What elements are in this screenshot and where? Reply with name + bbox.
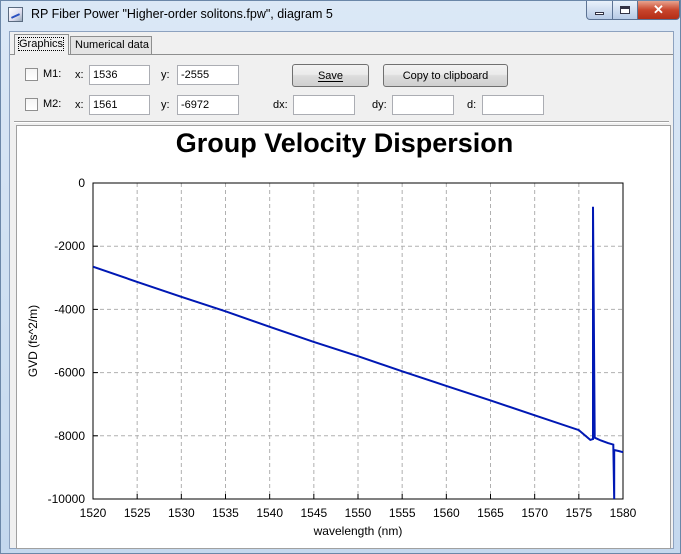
maximize-icon	[620, 6, 630, 14]
x-tick-label: 1555	[389, 506, 416, 520]
m2-y-label: y:	[161, 99, 170, 111]
x-tick-label: 1570	[521, 506, 548, 520]
m2-x-field[interactable]	[89, 95, 150, 115]
dx-label: dx:	[273, 99, 288, 111]
client-area: Graphics Numerical data M1: x: y: Save C…	[9, 31, 674, 549]
y-tick-label: 0	[78, 176, 85, 190]
copy-button-label: Copy to clipboard	[402, 69, 489, 82]
x-tick-label: 1545	[300, 506, 327, 520]
tab-graphics[interactable]: Graphics	[14, 34, 69, 55]
save-button[interactable]: Save	[292, 64, 369, 87]
x-tick-label: 1575	[565, 506, 592, 520]
d-label: d:	[467, 99, 477, 111]
dy-field[interactable]	[392, 95, 454, 115]
x-tick-label: 1550	[345, 506, 372, 520]
x-axis-label: wavelength (nm)	[313, 524, 403, 538]
gvd-chart: 1520 1525 1530 1535 1540 1545 1550 1555 1560 1565…	[26, 176, 637, 538]
x-tick-label: 1525	[124, 506, 151, 520]
y-tick-label: -6000	[54, 366, 85, 380]
x-tick-label: 1565	[477, 506, 504, 520]
m2-checkbox[interactable]	[25, 98, 38, 111]
m2-x-label: x:	[75, 99, 84, 111]
x-tick-label: 1530	[168, 506, 195, 520]
y-tick-label: -4000	[54, 302, 85, 316]
tab-numerical-label: Numerical data	[75, 39, 149, 51]
y-tick-label: -2000	[54, 239, 85, 253]
y-tick-label: -10000	[48, 492, 86, 506]
x-tick-label: 1535	[212, 506, 239, 520]
chart-title: Group Velocity Dispersion	[175, 128, 514, 158]
close-button[interactable]: ✕	[637, 1, 680, 20]
m1-x-field[interactable]	[89, 65, 150, 85]
dx-field[interactable]	[293, 95, 355, 115]
toolbar-divider	[14, 121, 669, 123]
maximize-button[interactable]	[612, 1, 638, 20]
x-tick-label: 1560	[433, 506, 460, 520]
x-tick-label: 1580	[610, 506, 637, 520]
y-tick-label: -8000	[54, 429, 85, 443]
m1-x-label: x:	[75, 69, 84, 81]
x-tick-label: 1520	[80, 506, 107, 520]
close-icon: ✕	[653, 2, 664, 17]
m1-y-label: y:	[161, 69, 170, 81]
window-title: RP Fiber Power "Higher-order solitons.fp…	[31, 7, 333, 21]
graphics-panel: M1: x: y: Save Copy to clipboard M2: x: …	[10, 54, 673, 549]
chart-area[interactable]: Group Velocity Dispersion 1520 1525 1530 15…	[16, 125, 671, 549]
m1-label: M1:	[43, 68, 62, 80]
app-icon	[8, 7, 23, 22]
m1-y-field[interactable]	[177, 65, 239, 85]
minimize-button[interactable]	[586, 1, 613, 20]
minimize-icon	[595, 11, 604, 15]
save-button-label: Save	[317, 69, 344, 82]
tab-graphics-label: Graphics	[17, 37, 65, 51]
x-tick-label: 1540	[256, 506, 283, 520]
copy-to-clipboard-button[interactable]: Copy to clipboard	[383, 64, 508, 87]
tab-numerical-data[interactable]: Numerical data	[70, 36, 152, 54]
m2-label: M2:	[43, 98, 62, 110]
y-axis-label: GVD (fs^2/m)	[26, 305, 40, 377]
m1-checkbox[interactable]	[25, 68, 38, 81]
series-line-0	[93, 206, 624, 500]
d-field[interactable]	[482, 95, 544, 115]
m2-y-field[interactable]	[177, 95, 239, 115]
dy-label: dy:	[372, 99, 387, 111]
title-bar[interactable]: RP Fiber Power "Higher-order solitons.fp…	[1, 1, 680, 29]
